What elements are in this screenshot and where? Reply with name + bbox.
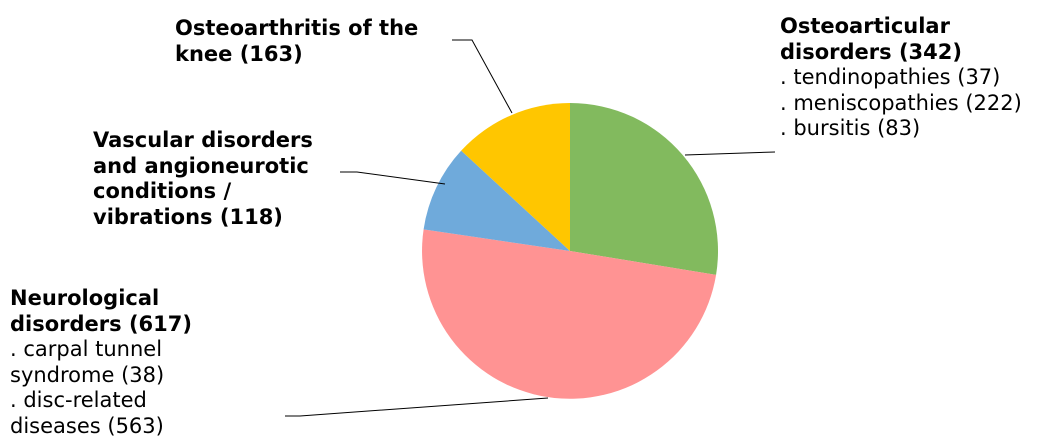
pie-slices (422, 103, 719, 399)
slice-detail: . meniscopathies (222) (780, 90, 1022, 115)
leader-neurological (285, 397, 549, 417)
slice-title: Osteoarticular disorders (342) (780, 14, 962, 64)
slice-label-osteoarticular: Osteoarticular disorders (342) . tendino… (780, 14, 1060, 142)
slice-detail: . tendinopathies (37) (780, 65, 1001, 89)
pie-slice-3 (461, 103, 570, 251)
pie-slice-1 (422, 229, 717, 399)
leader-osteoarthritis-knee (452, 39, 513, 114)
leader-lines (285, 39, 776, 417)
slice-detail: . bursitis (83) (780, 116, 921, 140)
leader-osteoarticular (684, 151, 776, 156)
slice-title: Vascular disorders and angioneurotic con… (93, 128, 313, 229)
slice-detail: . disc-related diseases (563) (10, 388, 164, 438)
slice-title: Osteoarthritis of the knee (163) (175, 16, 419, 66)
slice-label-osteoarthritis-knee: Osteoarthritis of the knee (163) (175, 16, 460, 67)
slice-label-neurological: Neurological disorders (617) . carpal tu… (10, 286, 242, 439)
slice-label-vascular: Vascular disorders and angioneurotic con… (93, 128, 358, 230)
slice-detail: . carpal tunnel syndrome (38) (10, 337, 165, 387)
pie-slice-2 (423, 150, 570, 251)
pie-slice-0 (570, 103, 719, 275)
slice-title: Neurological disorders (617) (10, 286, 192, 336)
leader-vascular (340, 171, 446, 185)
